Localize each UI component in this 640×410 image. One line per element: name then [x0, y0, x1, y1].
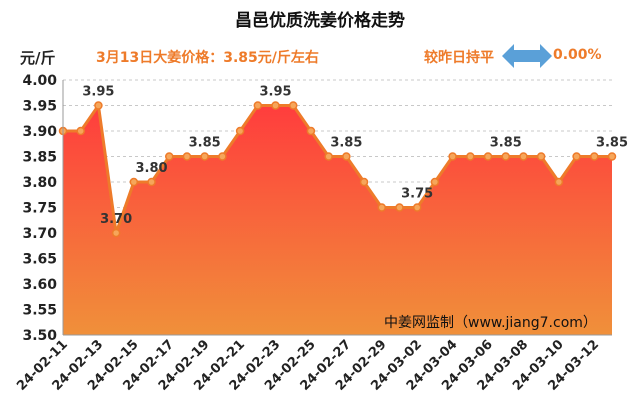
data-label: 3.75: [401, 187, 433, 202]
data-point: [412, 203, 422, 212]
data-point: [76, 126, 85, 136]
data-point: [590, 152, 599, 161]
chart-title: 昌邑优质洗姜价格走势: [235, 11, 405, 31]
data-point: [519, 152, 528, 161]
data-point: [182, 152, 192, 161]
data-point: [501, 152, 510, 161]
data-point: [271, 101, 280, 110]
y-tick-label: 3.85: [22, 150, 57, 166]
data-point: [395, 203, 404, 212]
y-tick-label: 4.00: [22, 73, 57, 89]
y-tick-label: 3.65: [22, 252, 57, 268]
y-tick-label: 3.70: [22, 226, 57, 242]
y-tick-label: 3.95: [22, 99, 57, 115]
unit-label: 元/斤: [20, 49, 56, 67]
data-point: [466, 152, 475, 161]
data-label: 3.85: [330, 136, 362, 151]
data-point: [147, 177, 156, 187]
left-right-arrow-icon: [502, 44, 552, 68]
data-label: 3.85: [189, 136, 221, 151]
data-label: 3.95: [82, 85, 114, 100]
data-point: [165, 152, 174, 161]
data-point: [554, 177, 564, 187]
data-point: [200, 152, 209, 161]
data-label: 3.95: [259, 85, 291, 100]
y-tick-label: 3.90: [22, 124, 57, 140]
y-tick-label: 3.50: [22, 328, 57, 344]
data-point: [111, 228, 121, 238]
data-point: [377, 203, 387, 212]
data-point: [572, 152, 581, 161]
price-info: 3月13日大姜价格：3.85元/斤左右: [96, 50, 319, 66]
data-label: 3.85: [490, 136, 522, 151]
data-point: [288, 101, 298, 110]
data-point: [306, 126, 316, 136]
data-label: 3.85: [596, 136, 628, 151]
data-point: [94, 101, 103, 110]
data-point: [324, 152, 333, 161]
data-point: [253, 101, 263, 110]
y-tick-label: 3.55: [22, 303, 57, 319]
data-point: [359, 177, 369, 187]
compare-label: 较昨日持平: [424, 50, 494, 66]
y-tick-label: 3.60: [22, 277, 57, 293]
data-point: [342, 152, 351, 161]
area-fill: [63, 105, 612, 335]
data-label: 3.80: [136, 161, 168, 176]
y-tick-label: 3.75: [22, 201, 57, 217]
data-point: [235, 126, 245, 136]
data-point: [129, 177, 139, 187]
data-point: [430, 177, 440, 187]
data-point: [448, 152, 457, 161]
watermark: 中姜网监制（www.jiang7.com）: [384, 315, 597, 331]
data-point: [607, 152, 617, 161]
compare-value: 0.00%: [553, 47, 602, 63]
y-tick-label: 3.80: [22, 175, 57, 191]
data-label: 3.70: [100, 212, 132, 227]
data-point: [483, 152, 493, 161]
data-point: [218, 152, 227, 161]
data-point: [536, 152, 546, 161]
